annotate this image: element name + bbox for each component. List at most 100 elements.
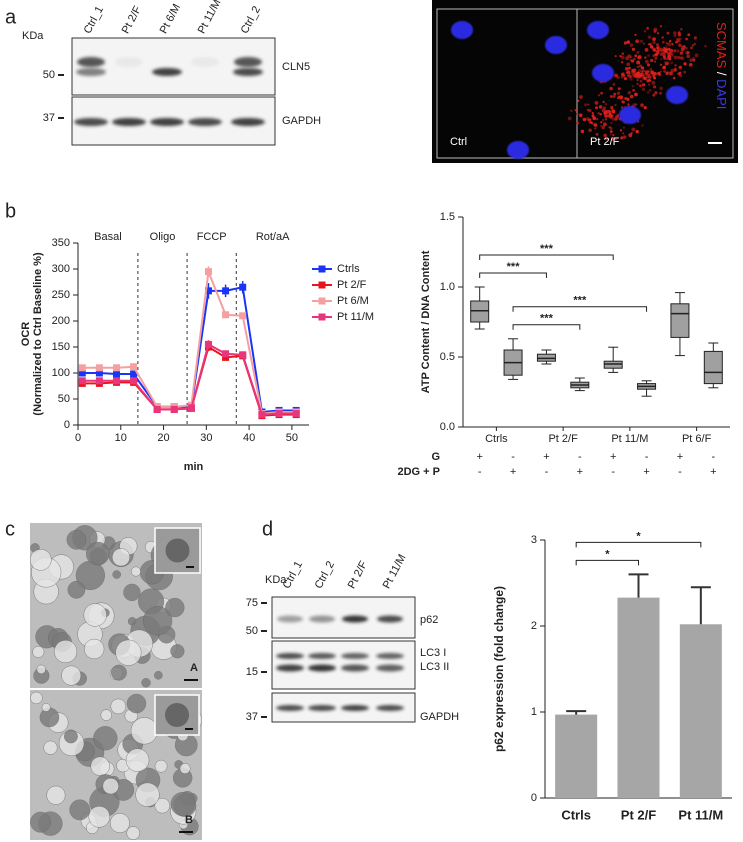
scmas-puncta (597, 112, 601, 115)
em-organelle (130, 717, 158, 745)
scmas-puncta (619, 95, 623, 100)
scmas-puncta (641, 83, 646, 87)
scmas-puncta (647, 73, 651, 77)
data-point (78, 369, 86, 377)
scmas-puncta (613, 117, 617, 121)
scmas-puncta (593, 123, 598, 127)
scmas-puncta (667, 42, 672, 47)
scmas-puncta (693, 42, 696, 46)
field-label: Ctrl (450, 136, 467, 148)
blot-band (231, 118, 265, 126)
scmas-puncta (680, 56, 685, 61)
scmas-puncta (629, 75, 632, 78)
scmas-puncta (603, 122, 607, 127)
scmas-puncta (646, 63, 651, 67)
em-organelle (115, 639, 142, 666)
error-bar (690, 586, 711, 625)
scmas-puncta (614, 137, 617, 141)
scmas-puncta (612, 94, 616, 99)
scmas-puncta (609, 86, 613, 91)
scmas-puncta (620, 75, 624, 79)
scmas-puncta (639, 79, 643, 83)
nucleus (592, 64, 614, 82)
x-axis-label: min (184, 461, 204, 473)
scmas-puncta (619, 54, 622, 58)
scmas-puncta (630, 59, 635, 63)
scmas-puncta (637, 55, 642, 60)
panel-label: a (5, 6, 17, 28)
scmas-puncta (678, 43, 682, 48)
y-tick-label: 1.0 (440, 281, 455, 293)
scmas-puncta (649, 45, 654, 49)
em-organelle (88, 805, 111, 828)
scmas-puncta (600, 91, 603, 95)
scmas-puncta (620, 106, 624, 109)
scmas-puncta (603, 133, 608, 138)
x-tick-label: 30 (200, 432, 212, 444)
scmas-puncta (623, 41, 628, 45)
scmas-puncta (641, 87, 646, 91)
scmas-puncta (629, 94, 634, 99)
scmas-puncta (609, 133, 612, 136)
scmas-puncta (680, 28, 683, 31)
scmas-puncta (594, 101, 599, 105)
scmas-puncta (647, 54, 650, 57)
scmas-puncta (617, 95, 620, 98)
em-organelle (29, 548, 52, 571)
y-tick-label: 250 (52, 289, 70, 301)
blot-band (191, 57, 219, 67)
scmas-puncta (690, 46, 693, 50)
significance-label: *** (573, 295, 587, 307)
box (703, 350, 723, 385)
significance-bracket (479, 272, 547, 278)
scmas-puncta (576, 112, 579, 116)
lane-label: Pt 11/M (196, 0, 224, 36)
micrograph (432, 0, 738, 163)
protein-label: p62 (420, 614, 438, 626)
scmas-puncta (620, 136, 624, 140)
blot-band (277, 615, 303, 623)
scmas-puncta (666, 62, 669, 65)
blot-band (342, 615, 368, 623)
scmas-puncta (627, 72, 631, 76)
scmas-puncta (653, 60, 657, 63)
x-tick-label: Ctrls (561, 807, 591, 822)
x-tick-label: 0 (75, 432, 81, 444)
legend-label: Pt 2/F (337, 279, 367, 291)
scmas-puncta (633, 57, 636, 61)
scmas-puncta (627, 54, 632, 58)
blot-band (233, 68, 263, 76)
treatment-name: G (431, 451, 440, 463)
blot-frame (71, 37, 276, 96)
scmas-puncta (692, 58, 696, 62)
y-tick-label: 1 (531, 706, 537, 718)
scmas-puncta (640, 70, 644, 74)
blot-band (234, 57, 262, 67)
y-tick-label: 300 (52, 263, 70, 275)
x-tick-label: Pt 2/F (621, 807, 656, 822)
legend-label: Pt 11/M (337, 311, 374, 323)
scmas-puncta (635, 39, 640, 44)
treatment-sign: + (510, 466, 516, 478)
x-tick-label: 10 (115, 432, 127, 444)
scmas-puncta (661, 67, 664, 70)
scmas-puncta (619, 129, 623, 132)
scmas-puncta (670, 52, 673, 55)
scmas-puncta (663, 56, 667, 61)
scmas-puncta (606, 114, 609, 117)
em-organelle (43, 740, 58, 755)
legend-marker (318, 313, 326, 321)
scmas-puncta (587, 103, 590, 106)
em-organelle (135, 782, 160, 807)
em-organelle (125, 748, 150, 772)
scmas-puncta (665, 45, 668, 48)
data-point (95, 364, 103, 372)
scmas-puncta (643, 106, 647, 110)
em-organelle (64, 729, 78, 744)
scmas-puncta (652, 47, 656, 52)
scmas-puncta (613, 92, 617, 96)
em-organelle (154, 797, 171, 814)
scmas-puncta (616, 114, 620, 118)
scmas-puncta (642, 76, 645, 80)
em-organelle (112, 570, 122, 579)
